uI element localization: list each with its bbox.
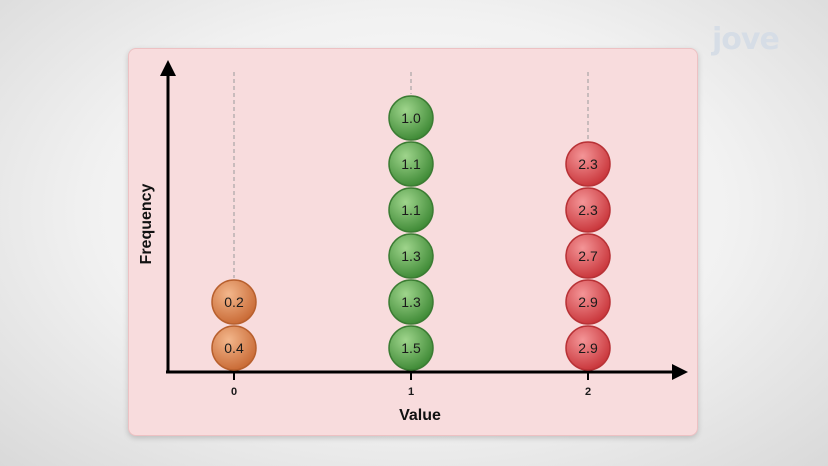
data-dot: 1.1 (388, 187, 434, 233)
x-tick-label: 0 (231, 386, 237, 398)
guide-lines (233, 72, 589, 278)
x-ticks: 0 1 2 (231, 372, 591, 398)
dot-circle (388, 325, 434, 371)
dot-value-label: 2.9 (578, 340, 598, 356)
data-dot: 0.2 (211, 279, 257, 325)
dot-value-label: 1.3 (401, 248, 421, 264)
data-dot: 2.3 (565, 141, 611, 187)
dot-circle (388, 233, 434, 279)
dot-value-label: 2.7 (578, 248, 598, 264)
dot-value-label: 0.4 (224, 340, 244, 356)
dot-value-label: 1.1 (401, 156, 421, 172)
dot-value-label: 2.3 (578, 156, 598, 172)
data-dot: 1.0 (388, 95, 434, 141)
jove-logo: jove (712, 22, 780, 57)
dot-circle (211, 325, 257, 371)
x-tick-label: 1 (408, 386, 414, 398)
dot-value-label: 1.1 (401, 202, 421, 218)
dot-value-label: 1.5 (401, 340, 421, 356)
dot-circle (388, 95, 434, 141)
dot-circle (565, 279, 611, 325)
dot-circle (388, 141, 434, 187)
data-dot: 0.4 (211, 325, 257, 371)
data-dot: 1.5 (388, 325, 434, 371)
data-dot: 1.3 (388, 279, 434, 325)
dot-circle (565, 187, 611, 233)
data-dot: 2.7 (565, 233, 611, 279)
dot-circle (565, 325, 611, 371)
dot-value-label: 2.3 (578, 202, 598, 218)
x-axis-arrow (672, 364, 688, 380)
dot-columns: 0.4 0.2 1.5 1.3 1.3 1.1 1.1 1.0 2.9 2.9 2.7 2.3 2.3 (211, 95, 611, 371)
y-axis-title: Frequency (138, 183, 155, 264)
data-dot: 2.9 (565, 279, 611, 325)
data-dot: 2.3 (565, 187, 611, 233)
x-tick-label: 2 (585, 386, 591, 398)
x-axis-title: Value (399, 407, 441, 424)
dot-circle (388, 187, 434, 233)
dot-circle (211, 279, 257, 325)
dot-circle (565, 233, 611, 279)
dot-circle (388, 279, 434, 325)
dot-value-label: 1.3 (401, 294, 421, 310)
dot-value-label: 0.2 (224, 294, 244, 310)
dot-circle (565, 141, 611, 187)
data-dot: 2.9 (565, 325, 611, 371)
dot-value-label: 1.0 (401, 110, 421, 126)
y-axis-arrow (160, 60, 176, 76)
dot-value-label: 2.9 (578, 294, 598, 310)
data-dot: 1.1 (388, 141, 434, 187)
data-dot: 1.3 (388, 233, 434, 279)
